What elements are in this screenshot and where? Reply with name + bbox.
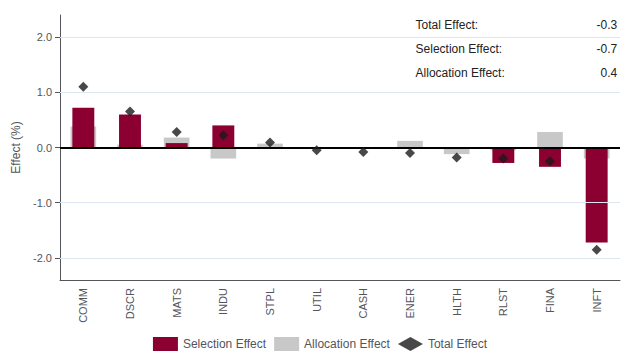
svg-text:COMM: COMM — [77, 288, 89, 323]
svg-text:0.0: 0.0 — [37, 142, 52, 154]
svg-text:Allocation Effect:: Allocation Effect: — [416, 66, 505, 80]
svg-text:Total Effect:: Total Effect: — [416, 18, 478, 32]
svg-text:-2.0: -2.0 — [33, 252, 52, 264]
svg-text:RLST: RLST — [497, 288, 509, 316]
svg-text:2.0: 2.0 — [37, 31, 52, 43]
svg-text:0.4: 0.4 — [601, 66, 618, 80]
svg-text:-1.0: -1.0 — [33, 197, 52, 209]
svg-text:CASH: CASH — [357, 288, 369, 319]
svg-text:Selection Effect:: Selection Effect: — [416, 42, 503, 56]
svg-text:Allocation Effect: Allocation Effect — [304, 337, 390, 351]
svg-text:-0.3: -0.3 — [597, 18, 618, 32]
svg-text:MATS: MATS — [171, 288, 183, 318]
svg-text:Selection Effect: Selection Effect — [183, 337, 267, 351]
svg-text:Total Effect: Total Effect — [428, 337, 488, 351]
svg-text:STPL: STPL — [264, 288, 276, 316]
svg-text:INFT: INFT — [591, 288, 603, 313]
svg-text:Effect (%): Effect (%) — [9, 121, 23, 173]
svg-text:FINA: FINA — [544, 287, 556, 313]
svg-text:-0.7: -0.7 — [597, 42, 618, 56]
svg-text:INDU: INDU — [217, 288, 229, 315]
svg-text:ENER: ENER — [404, 288, 416, 319]
svg-text:1.0: 1.0 — [37, 86, 52, 98]
svg-text:UTIL: UTIL — [311, 288, 323, 312]
svg-text:HLTH: HLTH — [451, 288, 463, 316]
svg-text:DSCR: DSCR — [124, 288, 136, 319]
